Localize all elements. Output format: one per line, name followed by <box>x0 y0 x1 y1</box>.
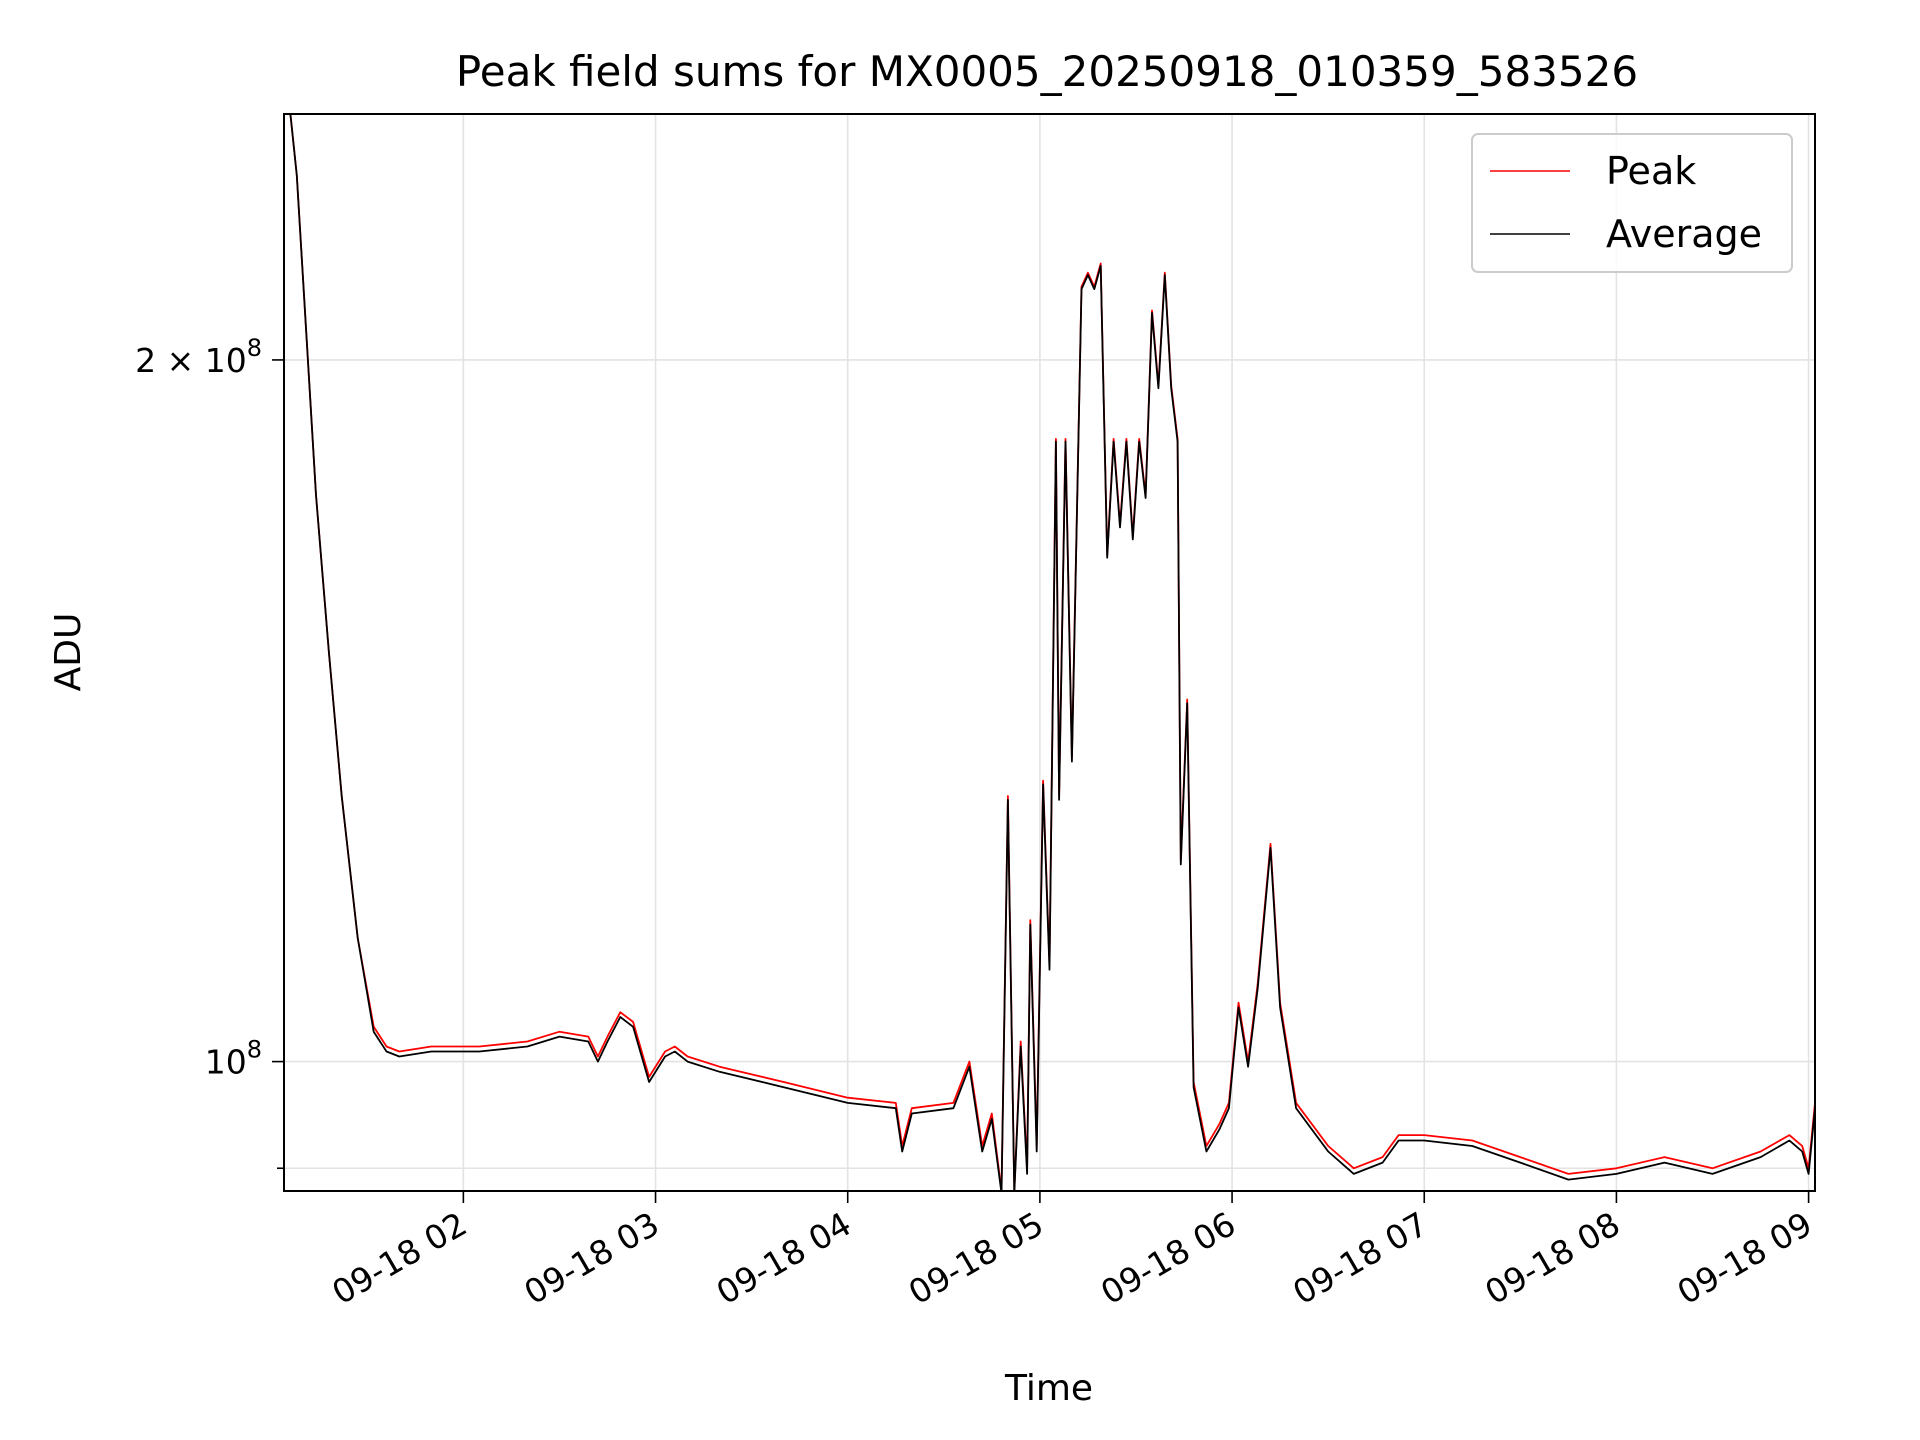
y-tick-label: 2 × 108 <box>135 334 262 380</box>
y-tick-label: 108 <box>205 1036 262 1082</box>
series-line-peak <box>284 114 1815 1191</box>
plot-frame <box>283 113 1816 1192</box>
chart-title: Peak field sums for MX0005_20250918_0103… <box>456 47 1638 96</box>
legend-label-average: Average <box>1606 212 1762 256</box>
y-axis-ticks: 108 2 × 108 <box>135 334 284 1170</box>
legend: Peak Average <box>1471 133 1793 273</box>
x-axis-label: Time <box>1004 1368 1093 1409</box>
legend-label-peak: Peak <box>1606 149 1696 193</box>
series-layer <box>284 114 1815 1191</box>
series-line-average <box>284 114 1815 1191</box>
legend-box <box>1471 133 1793 273</box>
grid-lines <box>284 114 1815 1191</box>
y-axis-label: ADU <box>48 613 89 692</box>
